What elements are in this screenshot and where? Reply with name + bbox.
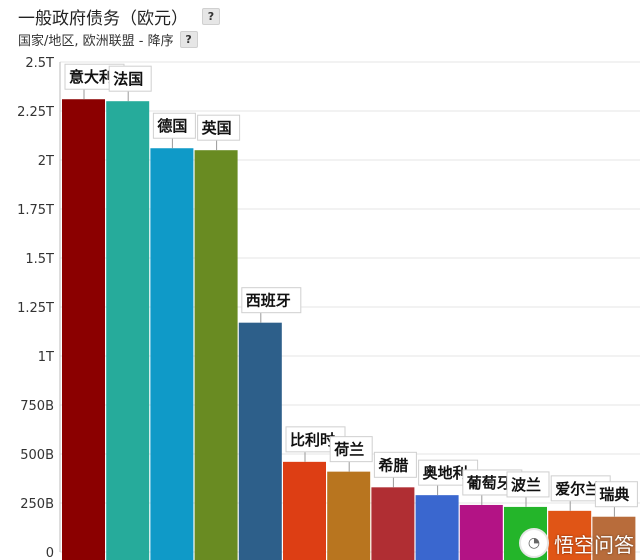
- y-tick-label: 1.5T: [25, 252, 54, 267]
- bar: [150, 148, 194, 560]
- category-label-box: [197, 114, 241, 141]
- title-row: 一般政府债务（欧元） ?: [18, 3, 220, 29]
- bar: [62, 99, 105, 560]
- bar: [459, 504, 503, 560]
- category-label: 德国: [157, 117, 187, 135]
- category-label-box: [152, 112, 196, 139]
- y-tick-label: 1T: [38, 350, 54, 365]
- chart-title: 一般政府债务（欧元）: [18, 8, 188, 29]
- watermark-text: 悟空问答: [554, 532, 634, 557]
- category-label-box: [108, 65, 152, 92]
- bar: [238, 322, 282, 560]
- category-label: 意大利: [69, 68, 114, 86]
- category-label-box: [373, 451, 417, 478]
- category-label: 英国: [202, 119, 232, 137]
- category-label-box: [329, 436, 373, 463]
- y-tick-label: 1.75T: [17, 203, 54, 218]
- category-label: 荷兰: [334, 441, 364, 459]
- category-label-box: [506, 471, 550, 498]
- category-label-box: [241, 287, 302, 314]
- bar: [548, 510, 592, 560]
- bar: [371, 487, 415, 560]
- category-label: 法国: [113, 70, 143, 88]
- bar: [194, 150, 238, 560]
- chart-subtitle: 国家/地区, 欧洲联盟 - 降序: [18, 33, 174, 49]
- category-label: 葡萄牙: [466, 474, 512, 492]
- y-tick-label: 500B: [20, 448, 54, 463]
- watermark-logo-icon: ◔: [519, 528, 549, 558]
- bar: [283, 461, 326, 560]
- bar: [327, 471, 371, 560]
- subtitle-row: 国家/地区, 欧洲联盟 - 降序 ?: [18, 29, 198, 49]
- title-help-button[interactable]: ?: [202, 7, 220, 25]
- category-label: 西班牙: [246, 292, 291, 310]
- bar: [415, 495, 459, 560]
- category-label: 奥地利: [423, 464, 468, 482]
- category-label: 希腊: [378, 456, 408, 474]
- bar: [592, 516, 636, 560]
- category-label: 波兰: [511, 476, 541, 494]
- y-tick-label: 750B: [20, 399, 54, 414]
- category-label: 瑞典: [599, 486, 629, 504]
- y-tick-label: 2T: [38, 154, 54, 169]
- y-tick-label: 1.25T: [17, 301, 54, 316]
- bar: [106, 101, 150, 560]
- y-tick-label: 250B: [20, 497, 54, 512]
- category-label: 爱尔兰: [555, 480, 600, 498]
- subtitle-help-button[interactable]: ?: [179, 30, 198, 48]
- y-tick-label: 2.5T: [25, 56, 54, 71]
- category-label-box: [594, 481, 638, 508]
- y-tick-label: 0: [46, 546, 54, 560]
- category-label: 比利时: [290, 431, 335, 449]
- watermark: ◔ 悟空问答: [519, 528, 634, 558]
- y-tick-label: 2.25T: [17, 105, 54, 120]
